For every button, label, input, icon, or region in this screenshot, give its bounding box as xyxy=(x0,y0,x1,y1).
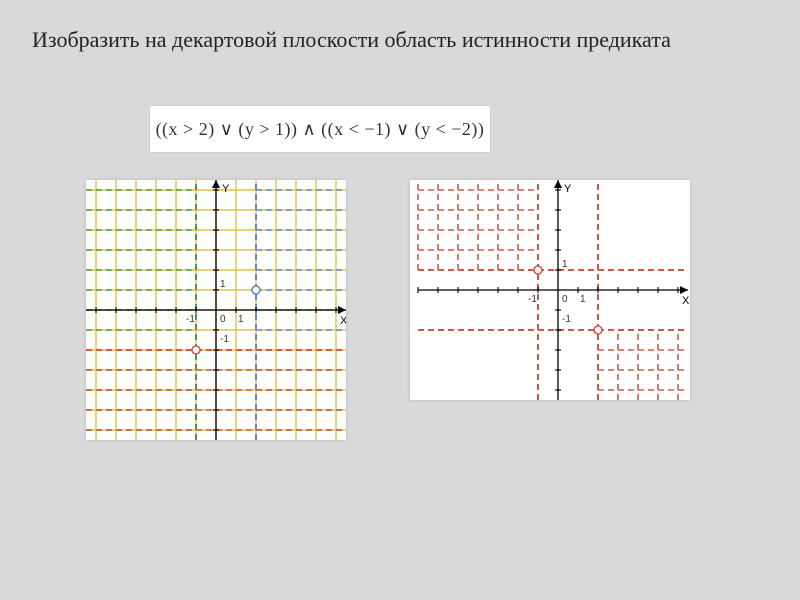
open-point xyxy=(252,286,260,294)
svg-text:Y: Y xyxy=(564,183,572,195)
axes: -1 -1 1 1 0 X Y xyxy=(418,180,690,400)
svg-text:0: 0 xyxy=(562,294,568,305)
svg-text:1: 1 xyxy=(562,259,568,270)
svg-text:1: 1 xyxy=(580,294,586,305)
page-title: Изобразить на декартовой плоскости облас… xyxy=(32,26,768,55)
svg-text:-1: -1 xyxy=(528,294,537,305)
open-point xyxy=(594,326,602,334)
svg-text:-1: -1 xyxy=(186,314,195,325)
open-point xyxy=(192,346,200,354)
svg-text:1: 1 xyxy=(238,314,244,325)
axes: -1 -1 1 1 0 X Y xyxy=(86,180,346,440)
svg-text:X: X xyxy=(340,315,346,327)
open-point xyxy=(534,266,542,274)
chart-right: -1 -1 1 1 0 X Y xyxy=(410,180,690,400)
svg-text:1: 1 xyxy=(220,279,226,290)
svg-text:X: X xyxy=(682,295,690,307)
svg-text:-1: -1 xyxy=(562,314,571,325)
svg-text:-1: -1 xyxy=(220,334,229,345)
predicate-formula: ((x > 2) ∨ (y > 1)) ∧ ((x < −1) ∨ (y < −… xyxy=(150,106,490,152)
svg-text:0: 0 xyxy=(220,314,226,325)
chart-right-svg: -1 -1 1 1 0 X Y xyxy=(410,180,690,400)
svg-text:Y: Y xyxy=(222,183,230,195)
chart-left: -1 -1 1 1 0 X Y xyxy=(86,180,346,440)
chart-left-svg: -1 -1 1 1 0 X Y xyxy=(86,180,346,440)
